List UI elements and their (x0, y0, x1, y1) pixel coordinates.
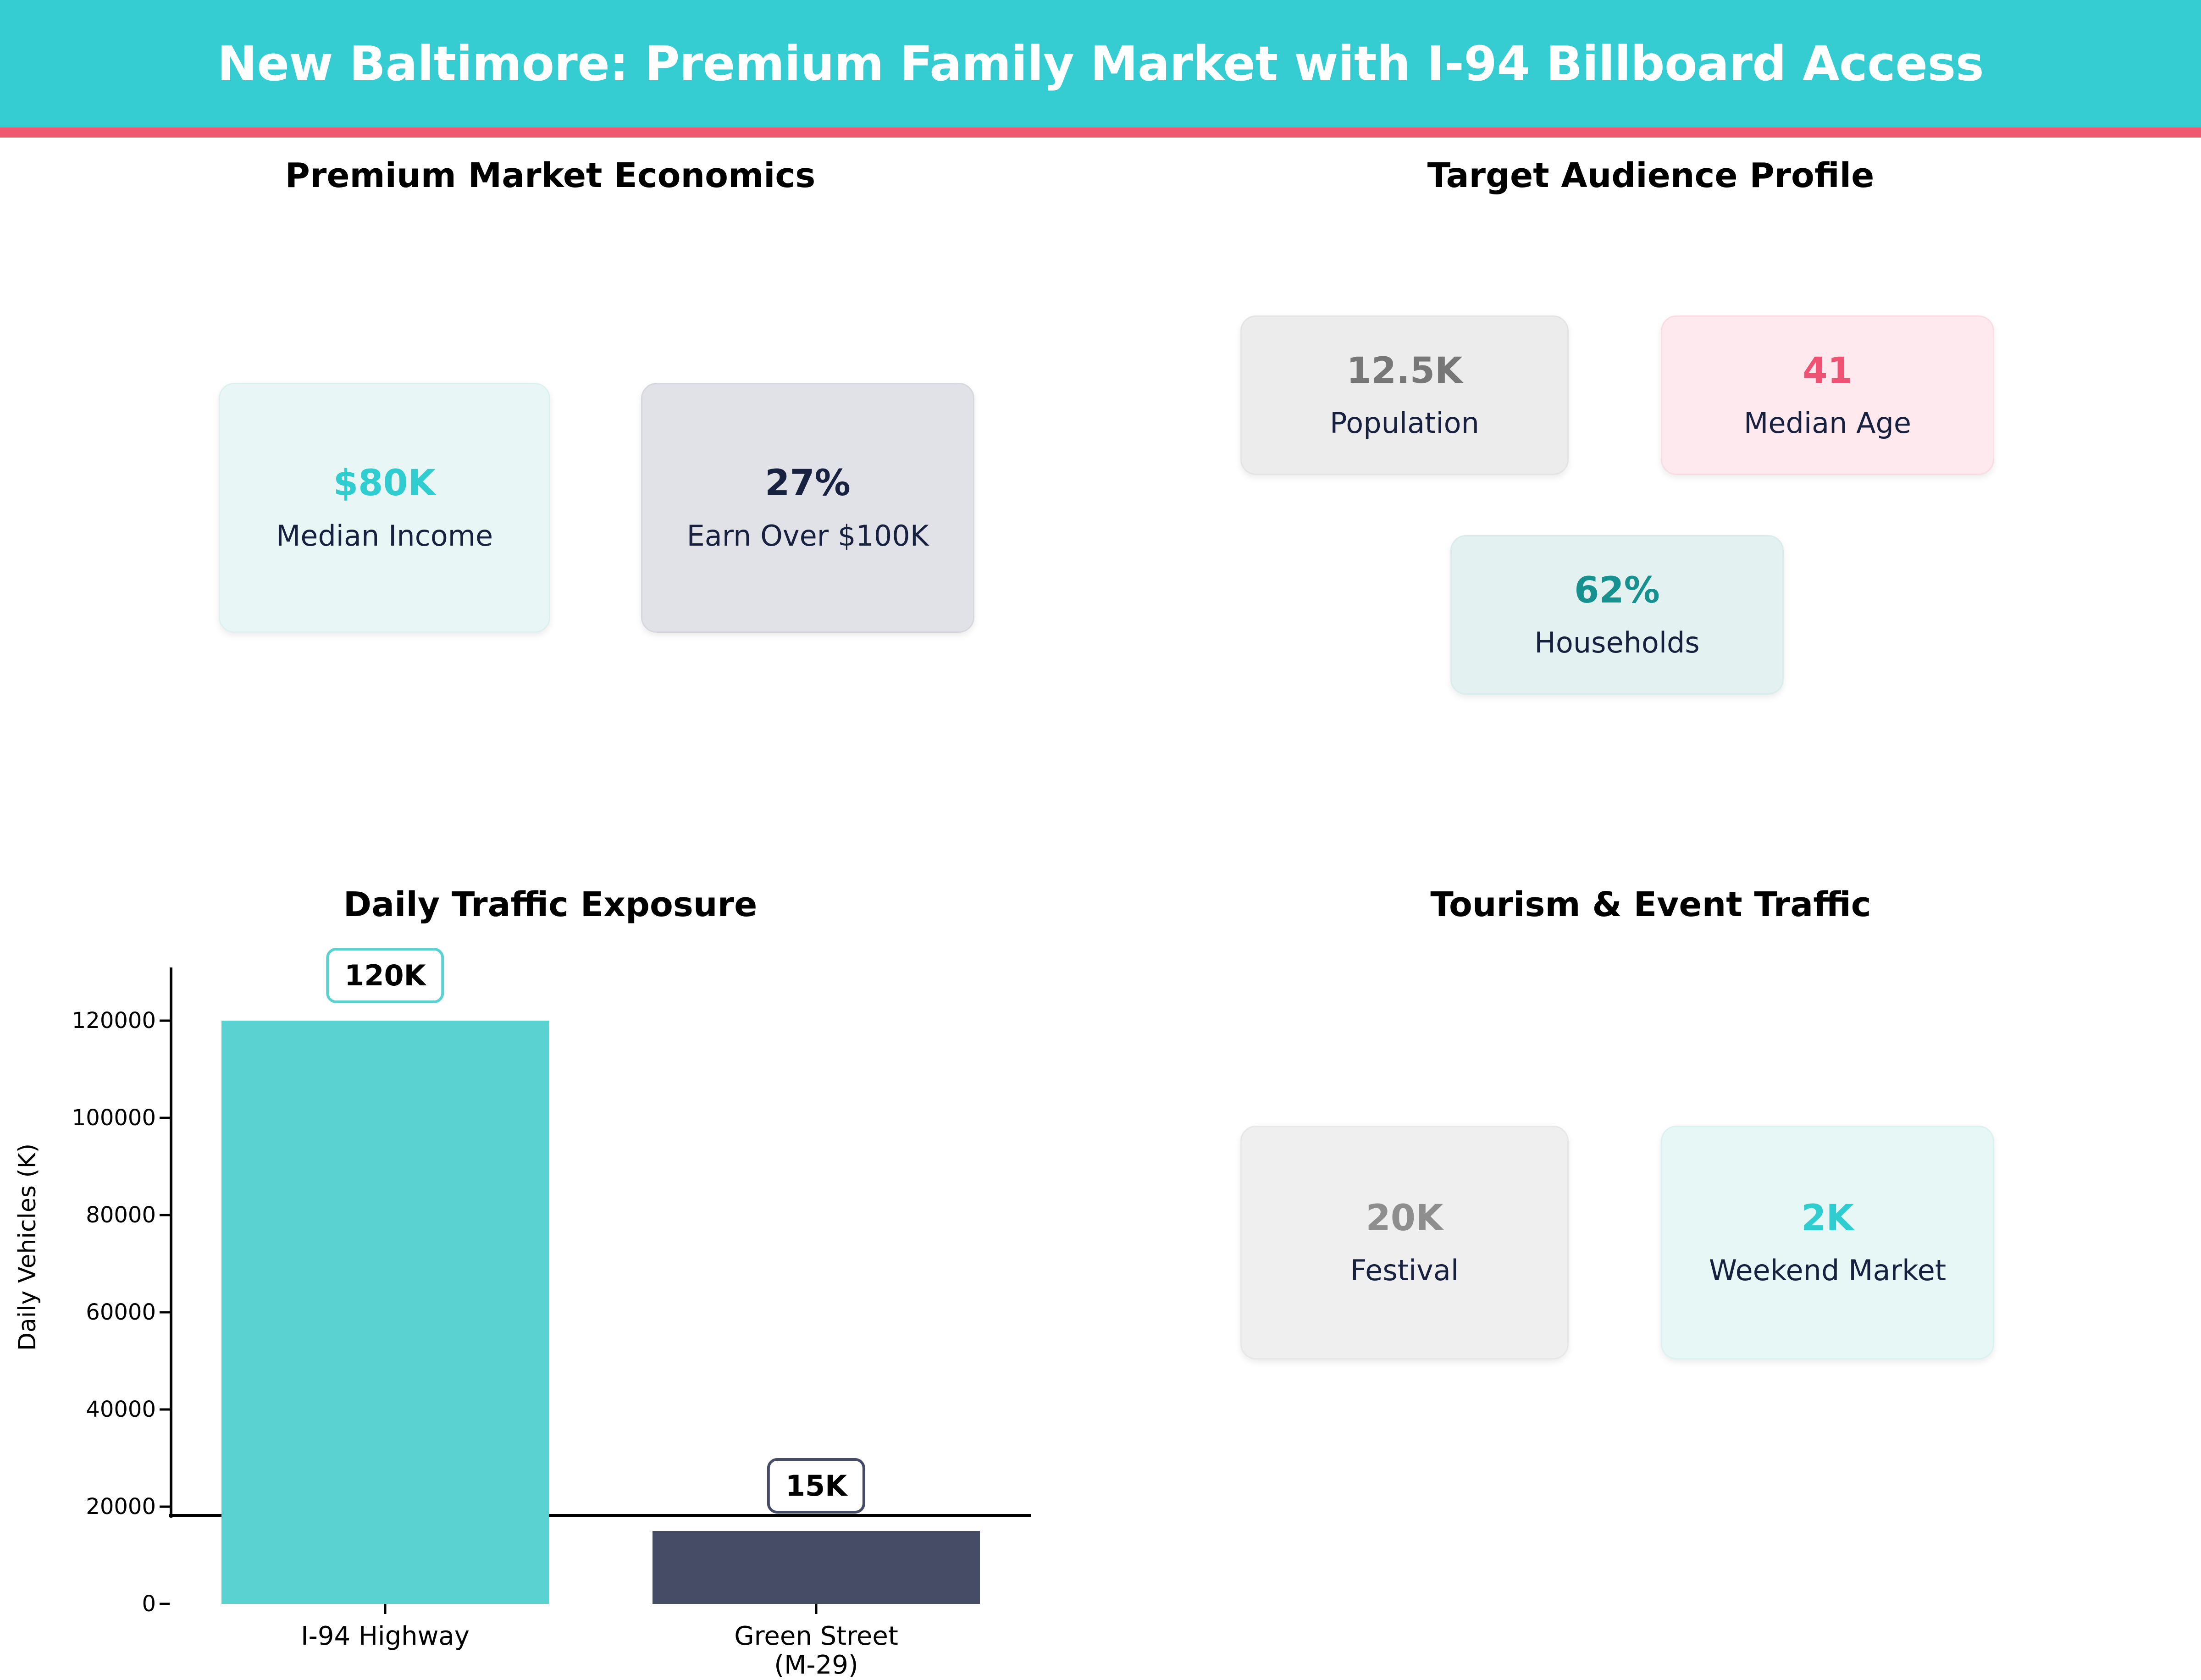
kpi-card-median-income: $80K Median Income (219, 383, 550, 633)
header-accent-divider (0, 127, 2201, 138)
kpi-label-median-income: Median Income (276, 519, 493, 553)
kpi-value-festival: 20K (1366, 1197, 1443, 1239)
kpi-card-festival: 20K Festival (1240, 1126, 1569, 1359)
panel-title-traffic: Daily Traffic Exposure (343, 885, 758, 924)
y-tick-label: 0 (142, 1591, 156, 1617)
kpi-label-median-age: Median Age (1743, 406, 1912, 440)
panel-target-audience-profile: Target Audience Profile 12.5K Population… (1100, 156, 2201, 871)
bar-value-label: 15K (767, 1458, 866, 1514)
kpi-value-weekend-market: 2K (1801, 1197, 1854, 1239)
kpi-card-households: 62% Households (1450, 535, 1784, 695)
kpi-value-median-age: 41 (1803, 350, 1853, 392)
page-title: New Baltimore: Premium Family Market wit… (217, 36, 1984, 92)
y-tick-label: 40000 (86, 1397, 156, 1422)
kpi-label-weekend-market: Weekend Market (1709, 1254, 1947, 1288)
kpi-value-population: 12.5K (1346, 350, 1463, 392)
kpi-value-median-income: $80K (333, 463, 436, 504)
y-tick-label: 80000 (86, 1202, 156, 1228)
y-tick-label: 60000 (86, 1299, 156, 1325)
kpi-card-weekend-market: 2K Weekend Market (1661, 1126, 1994, 1359)
panel-title-audience: Target Audience Profile (1427, 156, 1875, 195)
panel-tourism-event-traffic: Tourism & Event Traffic 20K Festival 2K … (1100, 885, 2201, 1651)
kpi-label-households: Households (1534, 626, 1700, 660)
y-tick-label: 20000 (86, 1494, 156, 1520)
x-axis-spine (169, 1514, 1031, 1517)
y-tick-mark (160, 1019, 170, 1022)
kpi-label-population: Population (1330, 406, 1479, 440)
x-tick-mark (815, 1604, 818, 1614)
panel-premium-market-economics: Premium Market Economics $80K Median Inc… (0, 156, 1100, 871)
header-banner: New Baltimore: Premium Family Market wit… (0, 0, 2201, 127)
kpi-label-earn-over-100k: Earn Over $100K (686, 519, 929, 553)
bar-chart-daily-traffic: Daily Vehicles (K) 0 20000 40000 60000 80000… (0, 885, 1100, 1680)
y-axis-label: Daily Vehicles (K) (14, 1143, 41, 1351)
bar (221, 1021, 549, 1604)
x-tick-label: I-94 Highway (301, 1621, 470, 1651)
plot-region: 120K 15K (170, 948, 1032, 1604)
y-tick-mark (160, 1116, 170, 1119)
y-tick-label: 120000 (72, 1008, 156, 1033)
bar (652, 1531, 980, 1604)
kpi-card-earn-over-100k: 27% Earn Over $100K (641, 383, 974, 633)
y-tick-mark (160, 1505, 170, 1508)
y-tick-mark (160, 1408, 170, 1411)
panel-title-economics: Premium Market Economics (285, 156, 816, 195)
y-tick-label: 100000 (72, 1105, 156, 1131)
kpi-card-population: 12.5K Population (1240, 315, 1569, 475)
kpi-card-median-age: 41 Median Age (1661, 315, 1994, 475)
y-axis-spine (170, 967, 172, 1518)
x-tick-label: Green Street (M-29) (734, 1621, 898, 1680)
kpi-value-households: 62% (1574, 569, 1660, 611)
y-tick-mark (160, 1311, 170, 1314)
panel-daily-traffic-exposure: Daily Traffic Exposure Daily Vehicles (K… (0, 885, 1100, 1680)
bar-value-label: 120K (326, 948, 444, 1003)
y-tick-mark (160, 1214, 170, 1216)
x-tick-mark (384, 1604, 387, 1614)
kpi-label-festival: Festival (1350, 1254, 1459, 1288)
panel-title-tourism: Tourism & Event Traffic (1430, 885, 1871, 924)
y-tick-mark (160, 1603, 170, 1605)
kpi-value-earn-over-100k: 27% (765, 463, 851, 504)
